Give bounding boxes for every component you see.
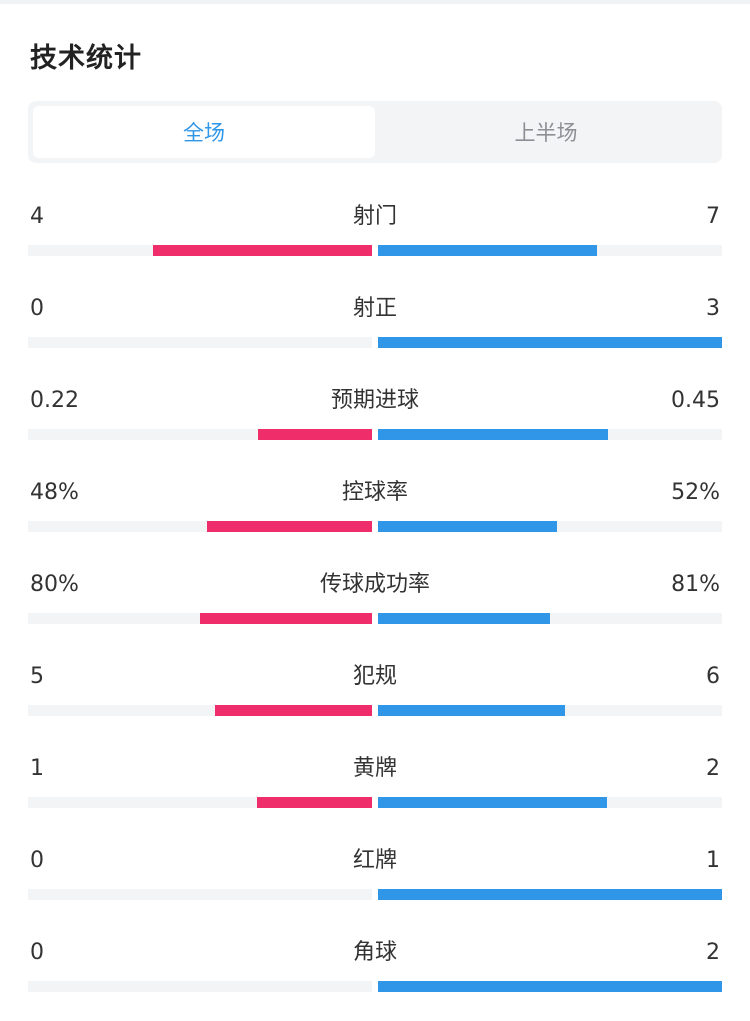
stat-label: 控球率 — [341, 480, 408, 505]
away-bar-track — [378, 337, 722, 348]
home-value: 0 — [30, 848, 44, 873]
tab-full-match[interactable]: 全场 — [33, 106, 375, 158]
page-title: 技术统计 — [30, 43, 142, 74]
home-value: 80% — [30, 572, 79, 597]
away-bar-fill — [378, 889, 722, 900]
away-bar-track — [378, 613, 722, 624]
away-bar-fill — [378, 245, 597, 256]
stat-row-shots: 4 射门 7 — [0, 188, 750, 280]
home-bar-track — [28, 705, 372, 716]
stat-row-expected-goals: 0.22 预期进球 0.45 — [0, 372, 750, 464]
away-value: 2 — [706, 756, 720, 781]
stat-label: 传球成功率 — [319, 572, 430, 597]
stat-label: 射门 — [352, 204, 397, 229]
away-value: 81% — [671, 572, 720, 597]
away-bar-fill — [378, 981, 722, 992]
stat-label: 红牌 — [352, 848, 397, 873]
away-bar-fill — [378, 337, 722, 348]
home-value: 0 — [30, 940, 44, 965]
stat-row-pass-accuracy: 80% 传球成功率 81% — [0, 556, 750, 648]
home-bar-track — [28, 429, 372, 440]
home-bar-fill — [257, 797, 372, 808]
home-bar-fill — [206, 521, 372, 532]
stat-label: 黄牌 — [352, 756, 397, 781]
away-bar-fill — [378, 705, 566, 716]
away-bar-track — [378, 429, 722, 440]
home-value: 0 — [30, 296, 44, 321]
away-bar-track — [378, 797, 722, 808]
home-bar-fill — [153, 245, 372, 256]
stat-row-yellow-cards: 1 黄牌 2 — [0, 740, 750, 832]
tab-first-half[interactable]: 上半场 — [514, 121, 578, 145]
away-bar-fill — [378, 521, 557, 532]
away-value: 2 — [706, 940, 720, 965]
home-bar-track — [28, 337, 372, 348]
period-tabs: 全场 上半场 — [28, 101, 722, 163]
stat-label: 角球 — [352, 940, 397, 965]
stat-label: 射正 — [352, 296, 397, 321]
home-bar-track — [28, 245, 372, 256]
home-bar-track — [28, 613, 372, 624]
away-bar-fill — [378, 429, 609, 440]
away-bar-track — [378, 705, 722, 716]
away-value: 1 — [706, 848, 720, 873]
away-bar-track — [378, 889, 722, 900]
home-bar-track — [28, 797, 372, 808]
away-value: 52% — [671, 480, 720, 505]
home-value: 48% — [30, 480, 79, 505]
home-value: 5 — [30, 664, 44, 689]
stat-label: 预期进球 — [330, 388, 419, 413]
home-bar-fill — [258, 429, 372, 440]
away-bar-track — [378, 245, 722, 256]
home-value: 0.22 — [30, 388, 79, 413]
stat-row-shots-on-target: 0 射正 3 — [0, 280, 750, 372]
top-divider — [0, 0, 750, 4]
home-bar-track — [28, 981, 372, 992]
away-bar-fill — [378, 613, 550, 624]
home-bar-track — [28, 889, 372, 900]
away-bar-track — [378, 521, 722, 532]
home-bar-fill — [200, 613, 372, 624]
stat-row-possession: 48% 控球率 52% — [0, 464, 750, 556]
home-bar-track — [28, 521, 372, 532]
stats-list: 4 射门 7 0 射正 3 0.22 预期进球 0.45 48% 控球率 52%… — [0, 188, 750, 1016]
stat-row-fouls: 5 犯规 6 — [0, 648, 750, 740]
away-value: 6 — [706, 664, 720, 689]
away-bar-track — [378, 981, 722, 992]
away-bar-fill — [378, 797, 608, 808]
away-value: 3 — [706, 296, 720, 321]
stat-row-red-cards: 0 红牌 1 — [0, 832, 750, 924]
stat-label: 犯规 — [352, 664, 397, 689]
away-value: 0.45 — [671, 388, 720, 413]
stat-row-corners: 0 角球 2 — [0, 924, 750, 1016]
home-value: 4 — [30, 204, 44, 229]
away-value: 7 — [706, 204, 720, 229]
home-value: 1 — [30, 756, 44, 781]
home-bar-fill — [215, 705, 372, 716]
